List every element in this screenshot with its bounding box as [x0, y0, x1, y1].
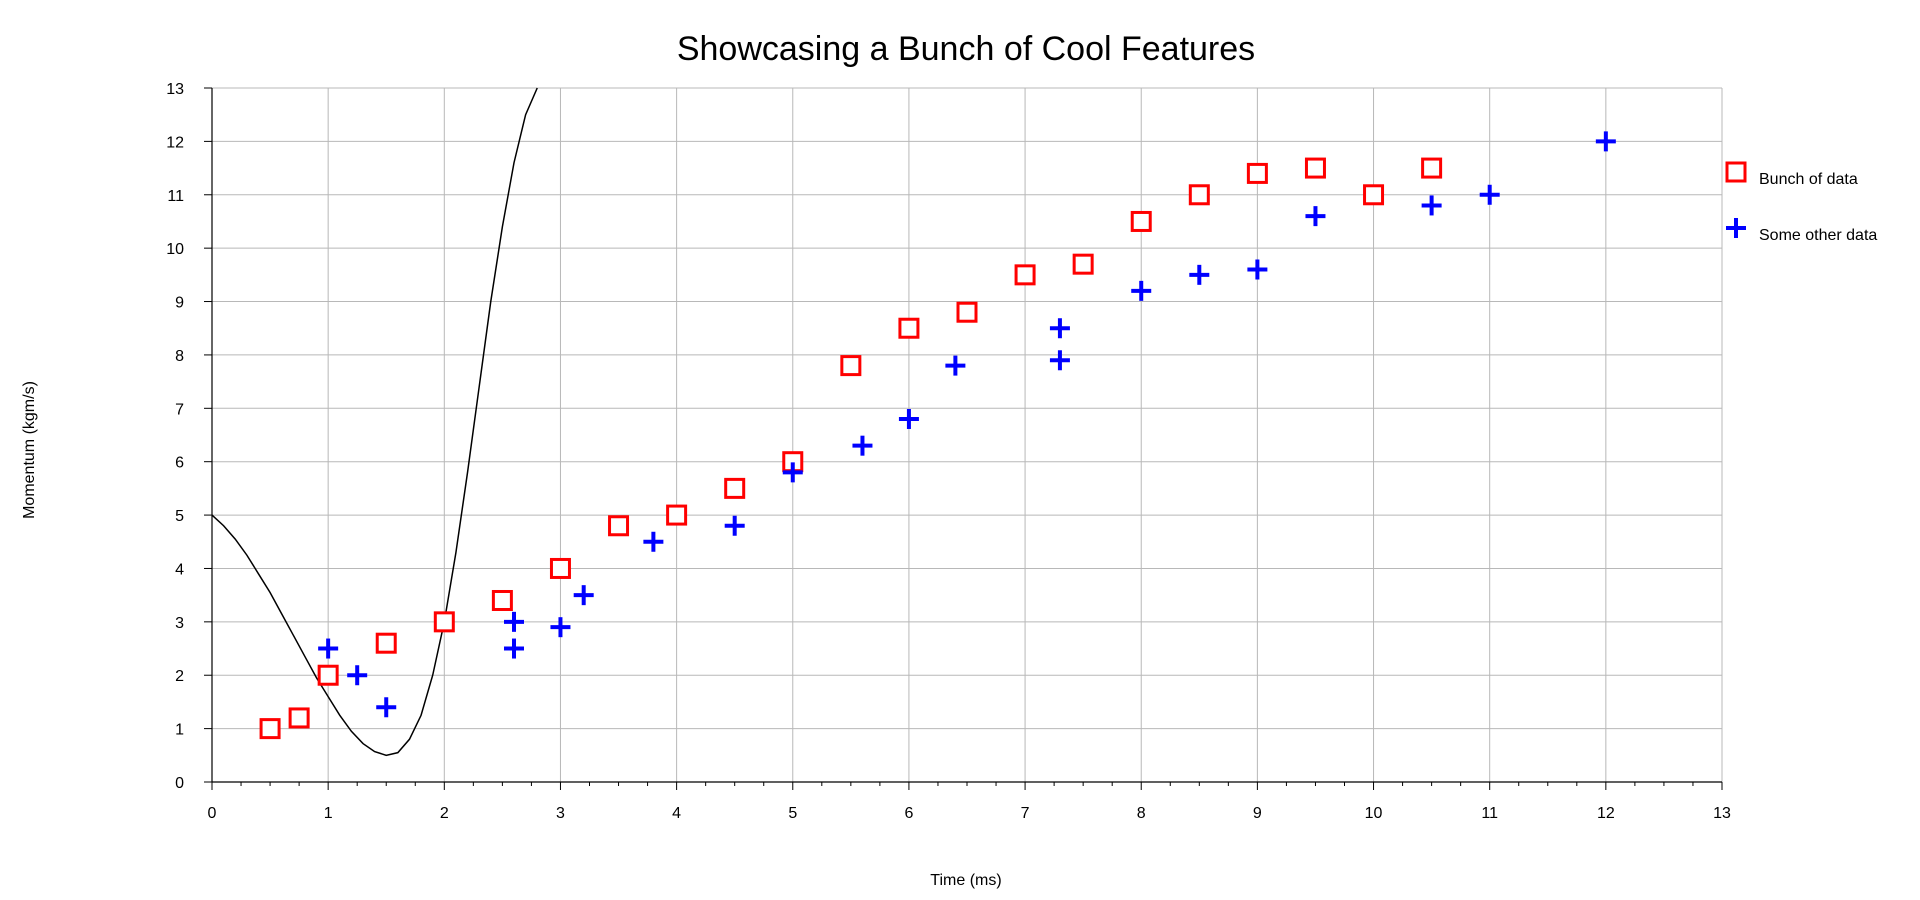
red-square-point [956, 301, 978, 323]
red-square-point [317, 664, 339, 686]
y-tick-label: 8 [175, 348, 184, 365]
blue-plus-point [945, 355, 966, 376]
blue-plus-point [643, 531, 664, 552]
red-square-point [608, 515, 630, 537]
legend: Bunch of data Some other data [1725, 161, 1877, 244]
black-curve-line [211, 87, 538, 757]
legend-label: Some other data [1759, 227, 1877, 244]
red-square-point [1188, 184, 1210, 206]
red-square-point [1421, 157, 1443, 179]
x-tick-label: 2 [440, 805, 449, 822]
y-tick-label: 7 [175, 401, 184, 418]
red-square-point [898, 317, 920, 339]
blue-plus-point [1595, 131, 1616, 152]
blue-plus-point [504, 638, 524, 659]
y-tick-label: 9 [175, 295, 184, 312]
blue-plus-point [1305, 206, 1326, 227]
red-square-point [1363, 184, 1385, 206]
curve-layer [211, 87, 538, 757]
blue-plus-point [724, 515, 745, 536]
grid-layer [211, 87, 1723, 783]
blue-plus-point [1247, 259, 1268, 280]
red-square-point [491, 589, 513, 611]
x-tick-label: 7 [1021, 805, 1030, 822]
x-tick-label: 11 [1481, 805, 1498, 822]
y-axis-label: Momentum (kgm/s) [21, 381, 38, 519]
blue-plus-point [852, 435, 873, 456]
red-square-point [1304, 157, 1326, 179]
y-tick-label: 10 [166, 241, 184, 258]
y-tick-label: 3 [175, 615, 184, 632]
chart-title: Showcasing a Bunch of Cool Features [677, 30, 1255, 68]
marker-layer [259, 131, 1616, 740]
x-tick-label: 12 [1597, 805, 1615, 822]
blue-plus-point [1479, 184, 1500, 205]
blue-plus-point [550, 617, 571, 638]
blue-plus-point [318, 638, 339, 659]
x-tick-label: 13 [1713, 805, 1731, 822]
blue-plus-point [573, 585, 594, 606]
red-square-point [1246, 162, 1268, 184]
y-tick-label: 13 [166, 81, 184, 98]
y-tick-label: 11 [167, 188, 184, 205]
blue-plus-point [1131, 280, 1152, 301]
red-square-point [549, 557, 571, 579]
blue-plus-point [898, 408, 919, 429]
x-tick-label: 0 [208, 805, 217, 822]
blue-plus-point [347, 665, 368, 686]
y-tick-label: 1 [175, 722, 184, 739]
red-square-point [1072, 253, 1094, 275]
y-tick-label: 5 [175, 508, 184, 525]
red-square-point [666, 504, 688, 526]
x-tick-label: 10 [1365, 805, 1383, 822]
red-square-point [1130, 210, 1152, 232]
x-tick-label: 6 [904, 805, 913, 822]
red-square-point [724, 477, 746, 499]
blue-plus-point [1421, 195, 1442, 216]
red-square-point [259, 718, 281, 740]
x-tick-label: 5 [788, 805, 797, 822]
blue-plus-point [782, 462, 803, 483]
blue-plus-point [504, 611, 524, 632]
x-tick-label: 1 [324, 805, 333, 822]
y-tick-label: 12 [166, 134, 184, 151]
blue-plus-point [1049, 318, 1070, 339]
blue-plus-point [1049, 350, 1070, 371]
red-square-point [375, 632, 397, 654]
blue-plus-point [1189, 264, 1210, 285]
blue-plus-point [376, 697, 397, 718]
red-square-point [433, 611, 455, 633]
x-tick-label: 8 [1137, 805, 1146, 822]
red-square-point [288, 707, 310, 729]
x-axis-label: Time (ms) [930, 872, 1001, 889]
legend-label: Bunch of data [1759, 171, 1858, 188]
legend-red-square-marker [1725, 161, 1747, 183]
y-tick-label: 2 [175, 668, 184, 685]
y-tick-label: 4 [175, 561, 184, 578]
x-tick-label: 4 [672, 805, 681, 822]
x-tick-label: 3 [556, 805, 565, 822]
x-tick-label: 9 [1253, 805, 1262, 822]
y-tick-label: 0 [175, 775, 184, 792]
red-square-point [1014, 264, 1036, 286]
legend-blue-plus-marker [1726, 218, 1746, 238]
red-square-point [840, 355, 862, 377]
y-tick-label: 6 [175, 455, 184, 472]
